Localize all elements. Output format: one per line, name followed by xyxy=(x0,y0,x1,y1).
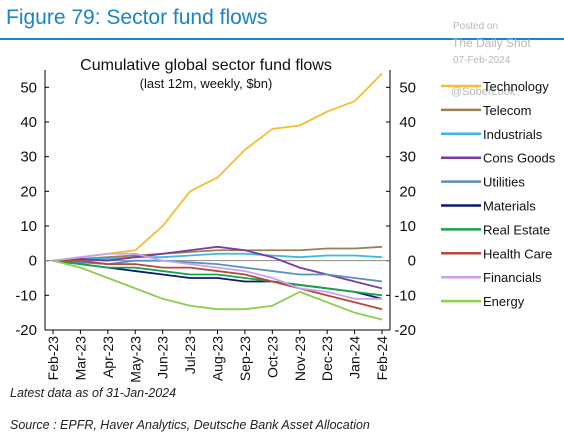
legend-label-energy: Energy xyxy=(483,294,525,309)
y-tick-label-right: -20 xyxy=(394,322,416,339)
y-tick-label-left: 20 xyxy=(20,183,37,200)
legend-label-materials: Materials xyxy=(483,199,536,214)
legend-label-cons-goods: Cons Goods xyxy=(483,151,556,166)
x-tick-label: Nov-23 xyxy=(292,336,308,381)
x-tick-label: Jun-23 xyxy=(155,336,171,379)
y-tick-label-left: -10 xyxy=(15,287,37,304)
series-line-financials xyxy=(52,252,382,300)
x-tick-label: Apr-23 xyxy=(100,336,116,378)
watermark-posted: Posted on xyxy=(453,21,498,32)
y-tick-label-right: 0 xyxy=(408,253,416,270)
legend: Technology Telecom Industrials Cons Goods Ut… xyxy=(441,79,556,309)
series-line-health-care xyxy=(53,259,383,311)
legend-label-telecom: Telecom xyxy=(483,103,531,118)
y-tick-label-left: 40 xyxy=(20,114,37,131)
y-tick-label-right: 50 xyxy=(399,79,416,96)
y-tick-label-right: -10 xyxy=(394,287,416,304)
legend-label-financials: Financials xyxy=(483,270,542,285)
legend-label-utilities: Utilities xyxy=(483,175,525,190)
series-line-industrials xyxy=(52,252,383,262)
x-tick-label: Feb-24 xyxy=(374,336,390,381)
x-tick-label: Dec-23 xyxy=(319,336,335,381)
x-tick-label: Aug-23 xyxy=(210,336,226,381)
legend-label-industrials: Industrials xyxy=(483,127,543,142)
x-tick-label: Jan-24 xyxy=(347,336,363,379)
x-tick-label: Oct-23 xyxy=(264,336,280,378)
y-tick-label-left: 10 xyxy=(20,218,37,235)
x-tick-label: Feb-23 xyxy=(45,336,61,381)
source-note: Source : EPFR, Haver Analytics, Deutsche… xyxy=(10,418,370,432)
series-line-real-estate xyxy=(52,259,383,297)
watermark-source: The Daily Shot xyxy=(452,36,531,50)
y-tick-label-left: -20 xyxy=(15,322,37,339)
x-tick-label: May-23 xyxy=(127,336,143,383)
chart-subtitle: (last 12m, weekly, $bn) xyxy=(140,76,273,91)
y-tick-label-right: 40 xyxy=(399,114,416,131)
y-tick-label-left: 50 xyxy=(20,79,37,96)
y-tick-label-right: 30 xyxy=(399,149,416,166)
series-line-technology xyxy=(52,72,383,262)
axes: 50 50 40 40 30 30 20 20 10 10 0 0 -10 -10 -20 -20 Feb-23… xyxy=(15,70,416,383)
x-tick-label: Jul-23 xyxy=(182,336,198,374)
title-divider xyxy=(0,38,564,40)
watermark-date: 07-Feb-2024 xyxy=(453,55,511,66)
y-tick-label-left: 0 xyxy=(29,253,37,270)
x-tick-label: Mar-23 xyxy=(72,336,88,381)
watermark: Posted on The Daily Shot 07-Feb-2024 @So… xyxy=(451,21,531,98)
x-tick-label: Sep-23 xyxy=(237,336,253,381)
y-tick-label-right: 20 xyxy=(399,183,416,200)
legend-label-real-estate: Real Estate xyxy=(483,222,550,237)
figure-title: Figure 79: Sector fund flows xyxy=(6,6,268,29)
watermark-handle: @SoberLook xyxy=(451,86,516,98)
y-tick-label-left: 30 xyxy=(20,149,37,166)
y-tick-label-right: 10 xyxy=(399,218,416,235)
series-layer xyxy=(52,72,383,321)
series-line-telecom xyxy=(52,245,383,262)
legend-label-technology: Technology xyxy=(483,79,549,94)
chart-title: Cumulative global sector fund flows xyxy=(80,57,332,74)
latest-data-note: Latest data as of 31-Jan-2024 xyxy=(10,386,177,400)
legend-label-health-care: Health Care xyxy=(483,246,552,261)
series-line-energy xyxy=(52,259,383,321)
